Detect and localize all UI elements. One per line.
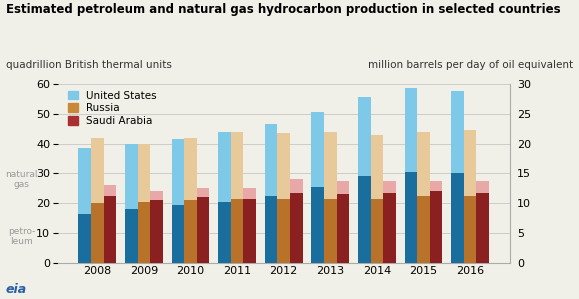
Bar	[405, 88, 417, 172]
Text: eia: eia	[6, 283, 27, 296]
Bar	[150, 200, 163, 263]
Bar	[197, 188, 210, 197]
Bar	[104, 196, 116, 263]
Text: quadrillion British thermal units: quadrillion British thermal units	[6, 60, 171, 70]
Bar	[243, 188, 256, 199]
Bar	[336, 194, 349, 263]
Bar	[138, 202, 150, 263]
Bar	[371, 199, 383, 263]
Bar	[218, 202, 231, 263]
Bar	[125, 144, 138, 209]
Bar	[218, 132, 231, 202]
Bar	[324, 199, 336, 263]
Text: petro-
leum: petro- leum	[8, 227, 35, 246]
Text: natural
gas: natural gas	[6, 170, 38, 189]
Text: Estimated petroleum and natural gas hydrocarbon production in selected countries: Estimated petroleum and natural gas hydr…	[6, 3, 560, 16]
Bar	[125, 209, 138, 263]
Text: million barrels per day of oil equivalent: million barrels per day of oil equivalen…	[368, 60, 573, 70]
Bar	[231, 132, 243, 199]
Bar	[451, 91, 464, 173]
Bar	[171, 139, 184, 205]
Bar	[265, 124, 277, 196]
Bar	[383, 181, 396, 193]
Bar	[336, 181, 349, 194]
Bar	[290, 193, 303, 263]
Bar	[91, 138, 104, 203]
Bar	[243, 199, 256, 263]
Bar	[358, 97, 371, 176]
Bar	[150, 191, 163, 200]
Bar	[430, 181, 442, 191]
Bar	[405, 172, 417, 263]
Bar	[312, 187, 324, 263]
Bar	[78, 148, 91, 214]
Bar	[477, 193, 489, 263]
Bar	[265, 196, 277, 263]
Bar	[184, 138, 197, 200]
Legend: United States, Russia, Saudi Arabia: United States, Russia, Saudi Arabia	[68, 91, 157, 126]
Bar	[383, 193, 396, 263]
Bar	[91, 203, 104, 263]
Bar	[184, 200, 197, 263]
Bar	[231, 199, 243, 263]
Bar	[477, 181, 489, 193]
Bar	[290, 179, 303, 193]
Bar	[430, 191, 442, 263]
Bar	[277, 133, 290, 199]
Bar	[312, 112, 324, 187]
Bar	[78, 214, 91, 263]
Bar	[104, 185, 116, 196]
Bar	[197, 197, 210, 263]
Bar	[417, 196, 430, 263]
Bar	[417, 132, 430, 196]
Bar	[464, 196, 477, 263]
Bar	[324, 132, 336, 199]
Bar	[277, 199, 290, 263]
Bar	[451, 173, 464, 263]
Bar	[138, 144, 150, 202]
Bar	[171, 205, 184, 263]
Bar	[371, 135, 383, 199]
Bar	[358, 176, 371, 263]
Bar	[464, 130, 477, 196]
